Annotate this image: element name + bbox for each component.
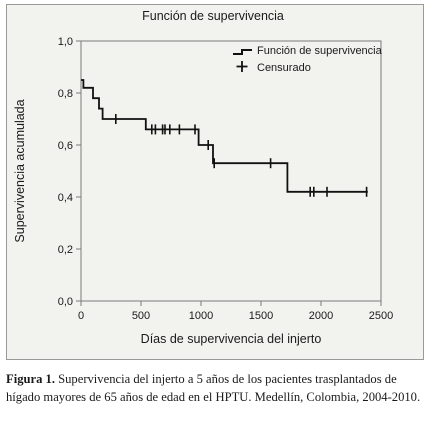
x-tick-label: 500 [132,310,150,322]
x-axis-title: Días de supervivencia del injerto [141,332,322,346]
y-tick-label: 0,4 [58,192,73,204]
y-axis-ticks: 0,0 0,2 0,4 0,6 0,8 1,0 [58,36,81,308]
y-tick-label: 1,0 [58,36,73,48]
chart-frame: Función de supervivencia 0 500 1000 1500 200… [6,4,424,360]
series-layer [81,79,368,197]
plot-area [80,40,382,302]
legend-censored-symbol [236,61,248,72]
legend-survival-label: Función de supervivencia [257,45,383,57]
caption-text: Supervivencia del injerto a 5 años de lo… [6,372,421,404]
y-tick-label: 0,2 [58,244,73,256]
y-tick-label: 0,6 [58,140,73,152]
x-tick-label: 0 [78,310,84,322]
x-tick-label: 2500 [369,310,393,322]
legend-censored-label: Censurado [257,62,311,74]
survival-chart: Función de supervivencia 0 500 1000 1500 200… [13,9,393,346]
chart-title: Función de supervivencia [142,9,284,23]
survival-step-line [81,79,368,193]
figure-caption: Figura 1. Supervivencia del injerto a 5 … [6,370,424,406]
y-tick-label: 0,8 [58,88,73,100]
x-tick-label: 1000 [189,310,213,322]
x-tick-label: 2000 [309,310,333,322]
y-tick-label: 0,0 [58,296,73,308]
legend: Función de supervivencia Censurado [233,45,383,74]
y-axis-title: Supervivencia acumulada [13,99,27,242]
x-tick-label: 1500 [249,310,273,322]
x-axis-ticks: 0 500 1000 1500 2000 2500 [78,301,393,322]
caption-label: Figura 1. [6,372,55,386]
legend-survival-symbol [233,49,252,55]
